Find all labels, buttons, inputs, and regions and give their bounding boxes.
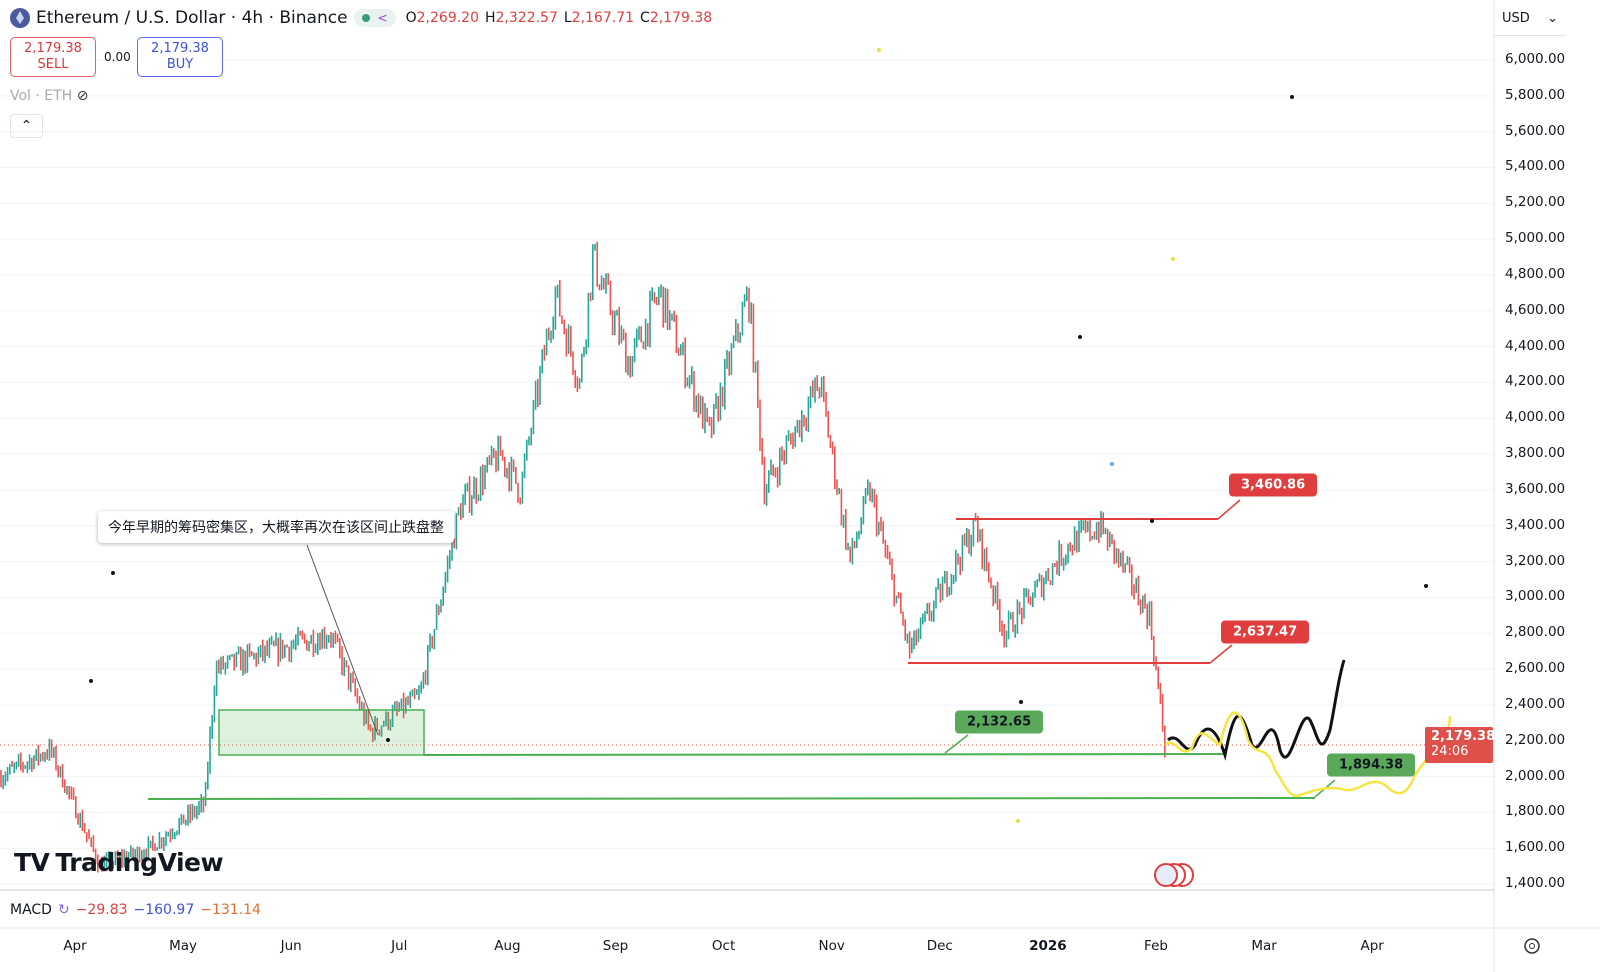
refresh-icon[interactable]: ↻ [57,902,70,918]
annotation-anchor [386,738,390,742]
ethereum-logo-icon [10,8,30,28]
price-tick: 1,800.00 [1505,803,1566,820]
chevron-down-icon: ⌄ [1547,11,1558,26]
price-tick: 4,600.00 [1505,301,1566,318]
price-tick: 3,000.00 [1505,588,1566,605]
price-tick: 3,200.00 [1505,552,1566,569]
time-tick: 2026 [1029,938,1067,954]
label-pointer [944,734,969,754]
marker-dot [877,48,881,52]
level-label-2132[interactable]: 2,132.65 [955,710,1044,734]
marker-dot [1424,584,1428,588]
time-tick: Aug [494,938,521,954]
marker-dot [1290,95,1294,99]
time-tick: Apr [63,938,87,954]
price-tick: 2,200.00 [1505,731,1566,748]
macd-indicator[interactable]: MACD ↻ −29.83 −160.97 −131.14 [10,902,261,918]
ohlc-readout: O2,269.20 H2,322.57 L2,167.71 C2,179.38 [405,10,713,26]
volume-indicator[interactable]: Vol · ETH ⊘ [10,88,89,104]
price-tick: 5,800.00 [1505,86,1566,103]
settings-gear-icon[interactable] [1524,938,1540,954]
price-tick: 4,800.00 [1505,265,1566,282]
symbol-title[interactable]: Ethereum / U.S. Dollar · 4h · Binance [36,8,348,28]
marker-dot [1150,519,1154,523]
time-tick: Jul [391,938,408,954]
marker-dot [1171,257,1175,261]
price-tick: 3,400.00 [1505,516,1566,533]
price-tick: 5,600.00 [1505,122,1566,139]
economic-events-icon[interactable] [1154,863,1194,887]
time-tick: Nov [818,938,845,954]
price-tick: 5,400.00 [1505,158,1566,175]
price-tick: 4,000.00 [1505,409,1566,426]
price-tick: 2,000.00 [1505,767,1566,784]
market-status-pill[interactable]: < [353,9,396,27]
level-label-3460[interactable]: 3,460.86 [1229,473,1318,497]
price-tick: 3,800.00 [1505,445,1566,462]
buy-button[interactable]: 2,179.38 BUY [137,37,223,77]
market-open-dot-icon [361,14,370,22]
time-tick: Oct [711,938,736,954]
price-tick: 3,600.00 [1505,480,1566,497]
spread-value: 0.00 [104,50,131,64]
time-tick: Jun [280,938,302,954]
price-tick: 4,400.00 [1505,337,1566,354]
share-icon[interactable]: < [377,11,388,25]
marker-dot [1078,335,1082,339]
marker-dot [1016,819,1020,823]
time-tick: Dec [926,938,953,954]
currency-select[interactable]: USD ⌄ [1494,0,1566,36]
marker-dot [89,679,93,683]
hidden-eye-icon[interactable]: ⊘ [76,88,89,104]
symbol-header[interactable]: Ethereum / U.S. Dollar · 4h · Binance < … [10,8,718,28]
price-tick: 6,000.00 [1505,51,1566,67]
time-tick: May [169,938,198,954]
sell-button[interactable]: 2,179.38 SELL [10,37,96,77]
annotation-callout[interactable]: 今年早期的筹码密集区，大概率再次在该区间止跌盘整 [98,511,454,543]
level-label-1894[interactable]: 1,894.38 [1327,753,1416,777]
accumulation-zone-box[interactable] [218,709,425,756]
support-line-1894[interactable] [147,797,1316,800]
time-tick: Sep [602,938,629,954]
collapse-button[interactable]: ⌃ [10,114,43,138]
price-tick: 2,800.00 [1505,624,1566,641]
tradingview-logo[interactable]: 𝗧𝗩 TradingView [14,848,224,877]
support-line-2132[interactable] [423,753,1226,756]
projection-path-yellow[interactable] [1164,711,1452,798]
marker-dot [1110,462,1114,466]
annotation-pointer [306,544,379,736]
tv-logo-icon: 𝗧𝗩 [14,848,50,877]
time-tick: Apr [1360,938,1384,954]
price-tick: 5,200.00 [1505,194,1566,211]
price-tick: 2,400.00 [1505,695,1566,712]
marker-dot [1019,700,1023,704]
price-tick: 1,400.00 [1505,875,1566,892]
label-pointer [1217,499,1241,520]
price-tick: 1,600.00 [1505,839,1566,856]
price-tick: 2,600.00 [1505,660,1566,677]
label-pointer [1209,644,1233,664]
marker-dot [111,571,115,575]
current-price-tag: 2,179.38 24:06 [1425,727,1495,763]
time-tick: Feb [1144,938,1168,954]
time-tick: Mar [1251,938,1277,954]
level-label-2637[interactable]: 2,637.47 [1221,620,1310,644]
price-tick: 5,000.00 [1505,230,1566,247]
price-tick: 4,200.00 [1505,373,1566,390]
